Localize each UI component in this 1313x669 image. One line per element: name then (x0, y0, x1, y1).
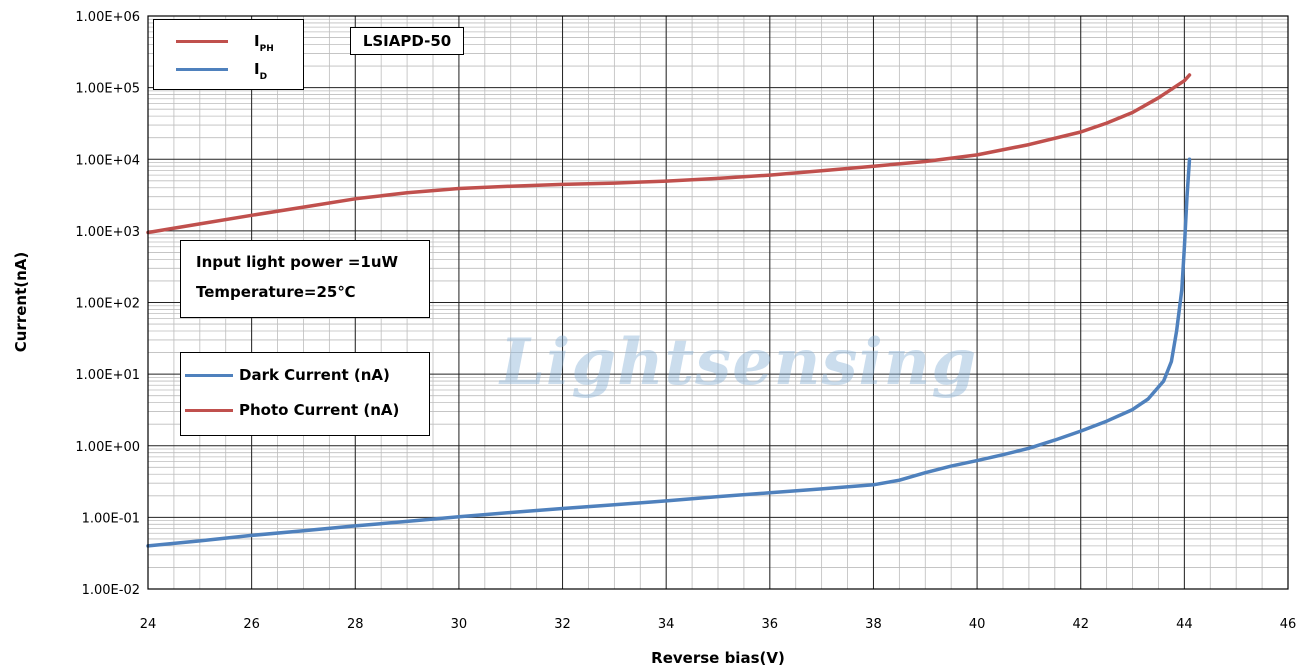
x-tick-label: 46 (1280, 617, 1297, 632)
legend-bottom-item-dark: Dark Current (nA) (185, 366, 390, 384)
legend-top: IPH ID (153, 19, 304, 90)
plot-frame (147, 15, 1289, 590)
x-tick-label: 40 (969, 617, 986, 632)
legend-label-photo: IPH (254, 32, 274, 54)
series-line-photo-current (146, 73, 1192, 235)
y-tick-label: 1.00E-02 (82, 583, 140, 598)
legend-item-photo: IPH (176, 32, 274, 54)
x-tick-label: 28 (347, 617, 364, 632)
x-tick-label: 26 (243, 617, 260, 632)
y-tick-label: 1.00E+00 (75, 440, 140, 455)
legend-label-dark: ID (254, 60, 268, 82)
legend-item-dark: ID (176, 60, 268, 82)
x-tick-label: 24 (140, 617, 157, 632)
series-layer (146, 73, 1192, 548)
x-tick-label: 42 (1072, 617, 1089, 632)
x-tick-labels: 24 26 28 30 32 34 36 38 40 42 44 46 (140, 617, 1297, 632)
model-label-text: LSIAPD-50 (362, 32, 452, 50)
x-axis-label: Reverse bias(V) (651, 649, 785, 667)
legend-bottom-swatch-photo (185, 408, 233, 412)
conditions-line1: Input light power =1uW (196, 253, 399, 271)
legend-bottom: Dark Current (nA) Photo Current (nA) (180, 352, 430, 436)
legend-bottom-swatch-dark (185, 373, 233, 377)
y-tick-label: 1.00E+01 (75, 368, 140, 383)
watermark: Lightsensing (500, 325, 978, 400)
x-tick-label: 32 (554, 617, 571, 632)
y-tick-label: 1.00E+04 (75, 153, 140, 168)
x-tick-label: 30 (451, 617, 468, 632)
legend-bottom-label-photo: Photo Current (nA) (239, 401, 400, 419)
x-tick-label: 34 (658, 617, 675, 632)
conditions-line2: Temperature=25℃ (196, 283, 356, 301)
y-tick-label: 1.00E+05 (75, 82, 140, 97)
legend-bottom-item-photo: Photo Current (nA) (185, 401, 399, 419)
model-label: LSIAPD-50 (350, 27, 464, 55)
x-tick-label: 44 (1176, 617, 1193, 632)
y-tick-label: 1.00E+03 (75, 225, 140, 240)
series-line-dark-current (146, 157, 1192, 548)
y-tick-label: 1.00E+06 (75, 10, 140, 25)
legend-bottom-label-dark: Dark Current (nA) (239, 366, 390, 384)
conditions-box: Input light power =1uW Temperature=25℃ (180, 240, 430, 318)
y-axis-label: Current(nA) (12, 252, 30, 353)
legend-swatch-dark (176, 67, 228, 71)
x-tick-label: 38 (865, 617, 882, 632)
legend-swatch-photo (176, 39, 228, 43)
y-tick-labels: 1.00E-02 1.00E-01 1.00E+00 1.00E+01 1.00E+02… (75, 10, 140, 598)
x-tick-label: 36 (762, 617, 779, 632)
y-tick-label: 1.00E-01 (82, 511, 140, 526)
y-tick-label: 1.00E+02 (75, 297, 140, 312)
